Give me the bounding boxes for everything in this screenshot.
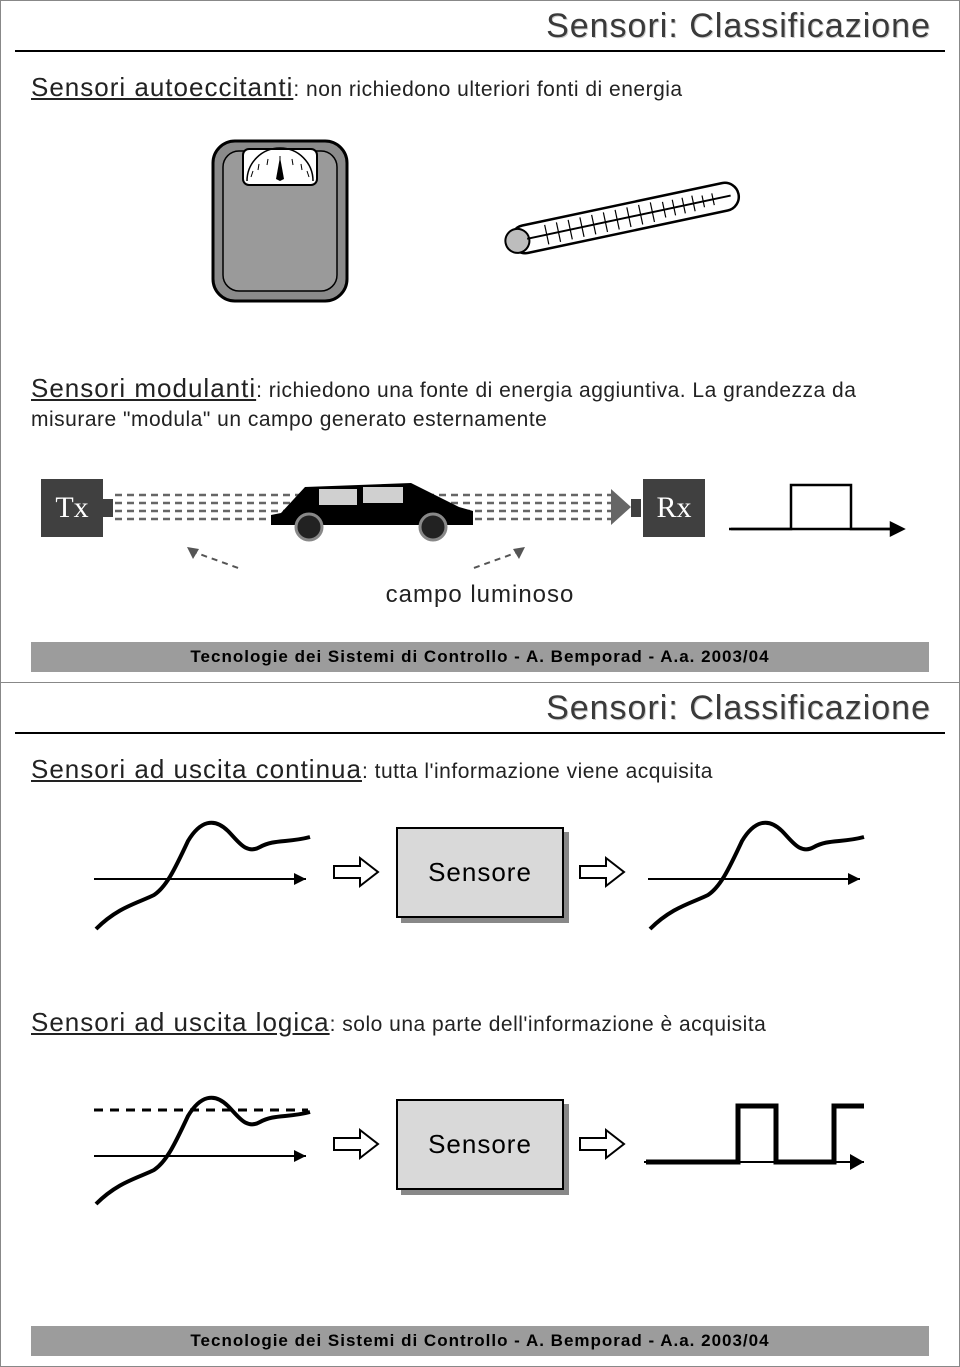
input-signal-2 (88, 1074, 318, 1214)
txrx-diagram: Tx Rx (41, 459, 919, 579)
sensor-box-1: Sensore (396, 827, 564, 918)
arrow-icon (332, 1124, 382, 1164)
slide1-illustrations (1, 123, 959, 313)
output-signal-1 (642, 807, 872, 937)
slide1-section2-term: Sensori modulanti (31, 373, 256, 403)
slide2-title: Sensori: Classificazione (1, 683, 959, 732)
slide2-section2-term: Sensori ad uscita logica (31, 1007, 330, 1037)
arrow-icon (332, 852, 382, 892)
slide2-section1-term: Sensori ad uscita continua (31, 754, 362, 784)
output-signal-2 (642, 1084, 872, 1204)
continuous-flow: Sensore (1, 807, 959, 937)
txrx-svg: Tx Rx (41, 459, 921, 579)
slide2-section2-desc: : solo una parte dell'informazione è acq… (330, 1013, 767, 1036)
sensor-box-2: Sensore (396, 1099, 564, 1190)
slide-1: Sensori: Classificazione Sensori autoecc… (0, 0, 960, 683)
slide2-section1: Sensori ad uscita continua: tutta l'info… (1, 734, 959, 787)
input-signal-1 (88, 807, 318, 937)
slide1-section1: Sensori autoeccitanti: non richiedono ul… (1, 52, 959, 105)
slide1-section1-term: Sensori autoeccitanti (31, 72, 293, 102)
slide2-footer: Tecnologie dei Sistemi di Controllo - A.… (31, 1326, 929, 1356)
slide-2: Sensori: Classificazione Sensori ad usci… (0, 683, 960, 1367)
arrow-icon (578, 1124, 628, 1164)
arrow-icon (578, 852, 628, 892)
tx-label: Tx (55, 491, 88, 524)
slide1-section1-desc: : non richiedono ulteriori fonti di ener… (293, 78, 682, 101)
slide1-section2: Sensori modulanti: richiedono una fonte … (1, 353, 959, 434)
slide1-title: Sensori: Classificazione (1, 1, 959, 50)
slide2-section2: Sensori ad uscita logica: solo una parte… (1, 987, 959, 1040)
campo-label: campo luminoso (1, 581, 959, 609)
slide2-section1-desc: : tutta l'informazione viene acquisita (362, 760, 713, 783)
rx-label: Rx (656, 491, 691, 524)
thermometer-icon (485, 158, 765, 278)
logic-flow: Sensore (1, 1074, 959, 1214)
scale-icon (195, 123, 365, 313)
slide1-footer: Tecnologie dei Sistemi di Controllo - A.… (31, 642, 929, 672)
